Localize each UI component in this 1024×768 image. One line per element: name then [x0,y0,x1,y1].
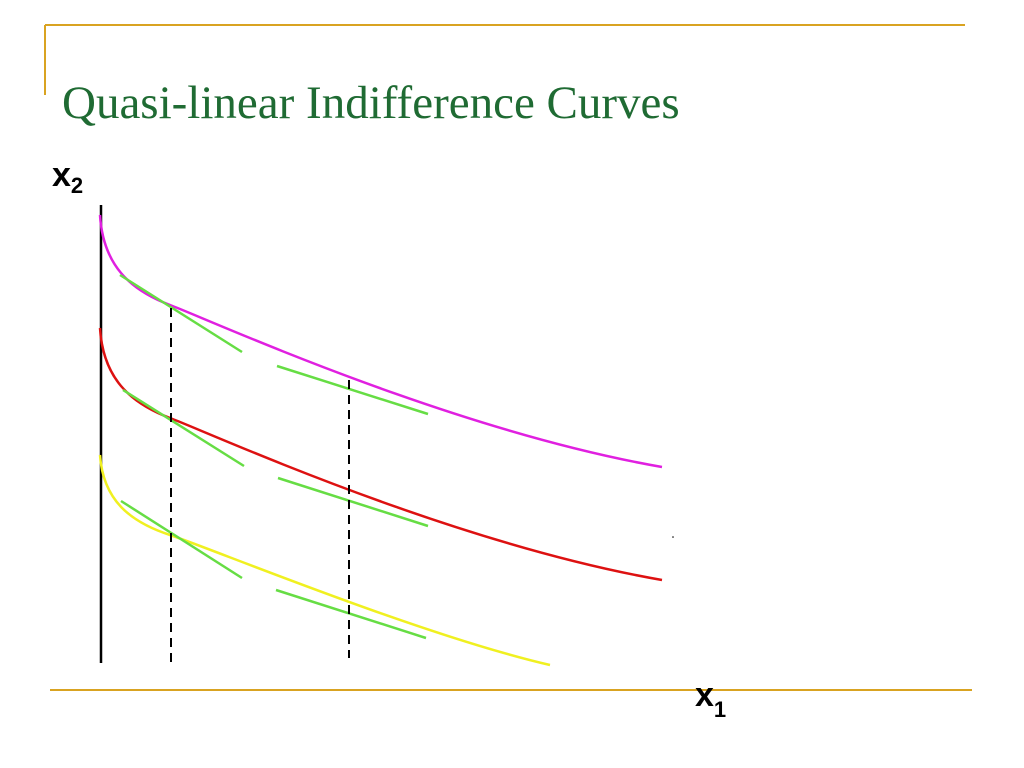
dot [672,536,674,538]
label-base: x [695,676,714,714]
y-axis-label: x2 [52,156,83,198]
tangent [119,273,243,354]
label-base: x [52,156,71,194]
indifference-curve-mid [98,327,663,582]
x-axis-label: x1 [695,676,726,722]
tangent [120,499,243,580]
tangent [277,476,429,528]
label-subscript: 1 [714,697,726,722]
tangent [276,364,429,416]
slide-title: Quasi-linear Indifference Curves [62,77,680,129]
tangent [275,588,427,640]
tangent [122,388,245,468]
indifference-curve-low [98,454,551,667]
indifference-curve-high [98,214,663,469]
label-subscript: 2 [71,173,83,198]
tangent-lines [119,273,429,640]
